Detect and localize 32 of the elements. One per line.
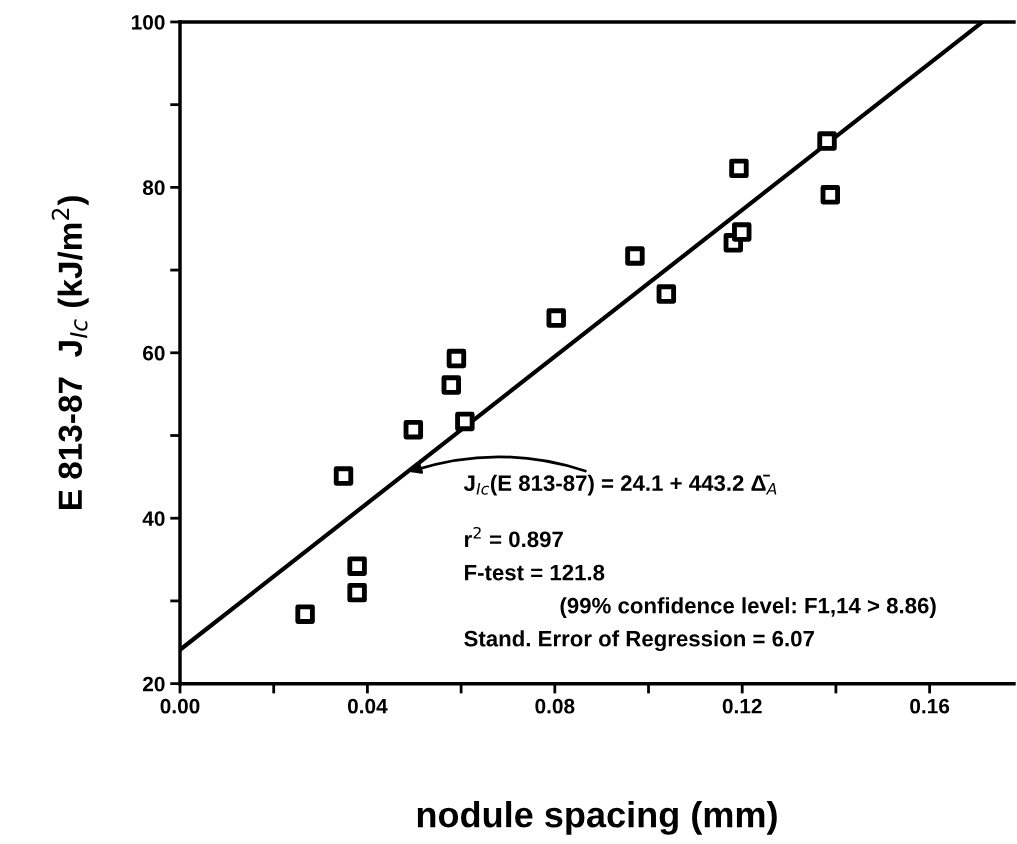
annotation: Stand. Error of Regression = 6.07 [464, 630, 814, 652]
annotation: F-test = 121.8 [465, 564, 605, 581]
point [347, 582, 367, 603]
point [455, 411, 475, 432]
y-tick-label: 40 [142, 511, 165, 526]
annotation: r$^{2}$ = 0.897 [465, 526, 563, 548]
x-tick-label: 0.00 [160, 698, 200, 714]
point [820, 185, 841, 205]
y-tick-label: 100 [131, 14, 165, 30]
annotation: J$_{Ic}$(E 813-87) = 24.1 + 443.2 Δ̄$_{A}$ [463, 474, 777, 496]
x-tick-label: 0.08 [535, 698, 575, 714]
y-axis-title: E 813-87 J$_{Ic}$ (kJ/m$^{2}$) [51, 196, 89, 510]
point [546, 308, 566, 328]
y-tick-label: 80 [142, 180, 165, 196]
x-tick-label: 0.16 [910, 698, 950, 714]
point [656, 284, 677, 304]
point [446, 348, 467, 369]
point [625, 246, 645, 266]
point [403, 420, 424, 440]
y-tick-label: 60 [143, 345, 165, 361]
point [333, 466, 354, 486]
point [295, 604, 315, 624]
point [441, 375, 461, 395]
x-tick-label: 0.12 [722, 698, 762, 714]
x-axis-title: nodule spacing (mm) [417, 800, 777, 835]
point [347, 556, 367, 576]
x-tick-label: 0.04 [347, 698, 388, 714]
y-tick-label: 20 [142, 676, 165, 692]
point [729, 158, 749, 179]
point [817, 131, 837, 151]
annotation: (99% confidence level: F1,14 > 8.86) [560, 597, 936, 618]
point [732, 222, 752, 242]
